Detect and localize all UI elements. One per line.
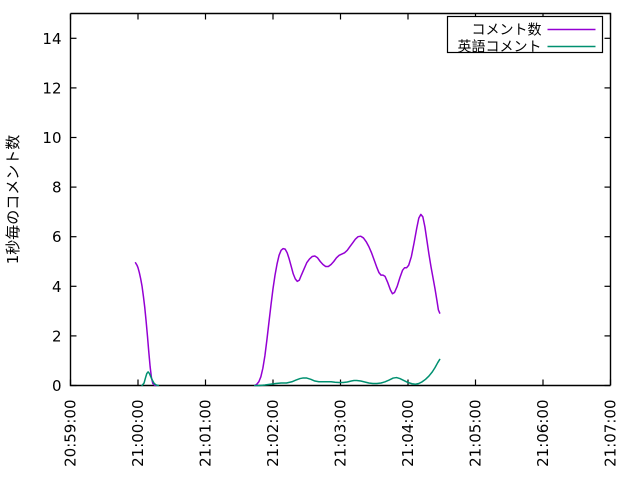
- y-tick-label: 6: [52, 228, 62, 246]
- x-tick-label: 21:01:00: [197, 400, 215, 467]
- series-group: [134, 213, 441, 387]
- y-axis-title: 1秒毎のコメント数: [4, 135, 22, 265]
- series-line-2: [141, 371, 159, 387]
- y-tick-label: 0: [52, 377, 62, 395]
- x-tick-label: 21:07:00: [602, 400, 620, 467]
- legend-label-1: コメント数: [472, 23, 542, 39]
- y-tick-label: 2: [52, 327, 62, 345]
- y-tick-label: 4: [52, 278, 62, 296]
- x-tick-label: 21:06:00: [534, 400, 552, 467]
- y-axis-title-text: 1秒毎のコメント数: [4, 135, 22, 265]
- x-tick-label: 21:03:00: [332, 400, 350, 467]
- y-axis-ticks: 0 2 4 6 8 10 12 14: [42, 30, 611, 395]
- y-tick-label: 14: [42, 30, 61, 48]
- series-line-2: [254, 358, 441, 387]
- x-tick-label: 21:04:00: [399, 400, 417, 467]
- series-line-1: [254, 213, 441, 387]
- y-tick-label: 10: [42, 129, 61, 147]
- legend-box: [446, 15, 604, 54]
- x-tick-label: 21:00:00: [129, 400, 147, 467]
- x-tick-label: 20:59:00: [62, 400, 80, 467]
- x-tick-label: 21:05:00: [467, 400, 485, 467]
- x-axis-ticks: 20:59:00 21:00:00 21:01:00 21:02:00 21:03:00…: [62, 13, 620, 467]
- legend-label-2: 英語コメント: [458, 39, 542, 56]
- axis-frame: [69, 12, 612, 387]
- x-tick-label: 21:02:00: [264, 400, 282, 467]
- y-tick-label: 12: [42, 79, 61, 97]
- y-tick-label: 8: [52, 179, 62, 197]
